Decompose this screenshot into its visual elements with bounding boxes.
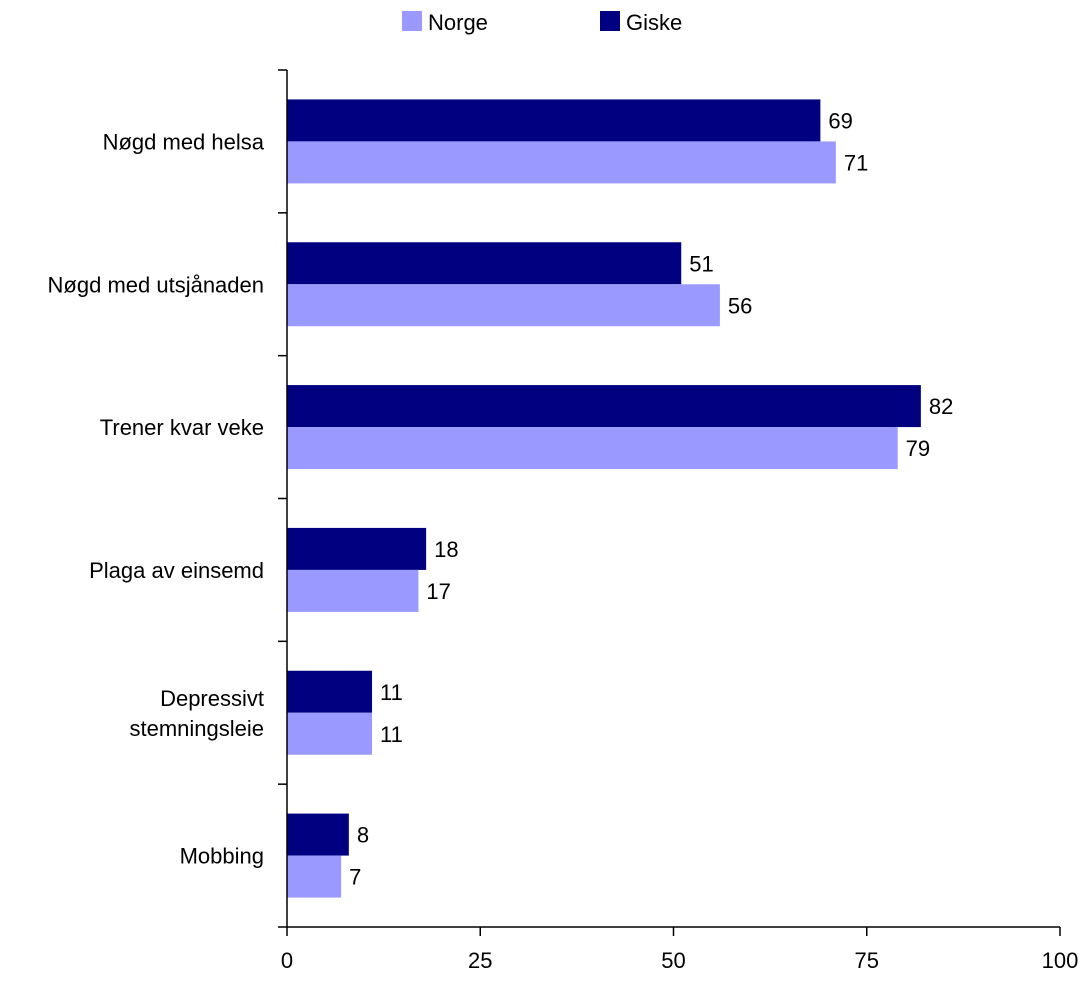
- bar-norge-5: [287, 855, 342, 898]
- value-label-giske-1: 51: [689, 251, 713, 276]
- category-label-2: Trener kvar veke: [100, 415, 264, 440]
- legend-swatch-giske: [600, 11, 620, 31]
- x-tick-label-4: 100: [1042, 948, 1079, 973]
- bars: 69 71 51 56 82 79 18 17 11 11 8 7: [287, 99, 953, 898]
- bar-giske-5: [287, 813, 349, 856]
- bar-norge-3: [287, 569, 419, 612]
- value-label-norge-0: 71: [844, 150, 868, 175]
- bar-norge-4: [287, 712, 373, 755]
- bar-giske-3: [287, 527, 427, 570]
- value-label-norge-2: 79: [906, 436, 930, 461]
- legend-label-giske: Giske: [626, 10, 682, 35]
- bar-giske-0: [287, 99, 821, 142]
- bar-norge-1: [287, 284, 720, 327]
- value-label-giske-0: 69: [828, 108, 852, 133]
- bar-giske-4: [287, 670, 373, 713]
- category-label-1: Nøgd med utsjånaden: [48, 272, 264, 297]
- legend-swatch-norge: [402, 11, 422, 31]
- x-tick-label-2: 50: [661, 948, 685, 973]
- bar-norge-0: [287, 141, 836, 184]
- x-tick-label-3: 75: [855, 948, 879, 973]
- x-tick-label-0: 0: [281, 948, 293, 973]
- bar-giske-1: [287, 242, 682, 285]
- legend-label-norge: Norge: [428, 10, 488, 35]
- value-label-norge-4: 11: [380, 722, 403, 747]
- legend-item-norge: Norge: [402, 10, 488, 35]
- category-label-0: Nøgd med helsa: [103, 129, 265, 154]
- value-label-giske-3: 18: [434, 537, 458, 562]
- legend-item-giske: Giske: [600, 10, 682, 35]
- bar-giske-2: [287, 385, 921, 428]
- bar-norge-2: [287, 427, 898, 470]
- value-label-giske-4: 11: [380, 680, 403, 705]
- value-label-norge-1: 56: [728, 293, 752, 318]
- value-label-giske-5: 8: [357, 823, 369, 848]
- value-label-norge-3: 17: [426, 579, 450, 604]
- category-label-3: Plaga av einsemd: [89, 558, 264, 583]
- category-label-4-line-1: stemningsleie: [129, 716, 264, 741]
- value-label-norge-5: 7: [349, 865, 361, 890]
- x-tick-label-1: 25: [468, 948, 492, 973]
- value-label-giske-2: 82: [929, 394, 953, 419]
- category-label-5: Mobbing: [180, 844, 264, 869]
- category-label-4-line-0: Depressivt: [160, 686, 264, 711]
